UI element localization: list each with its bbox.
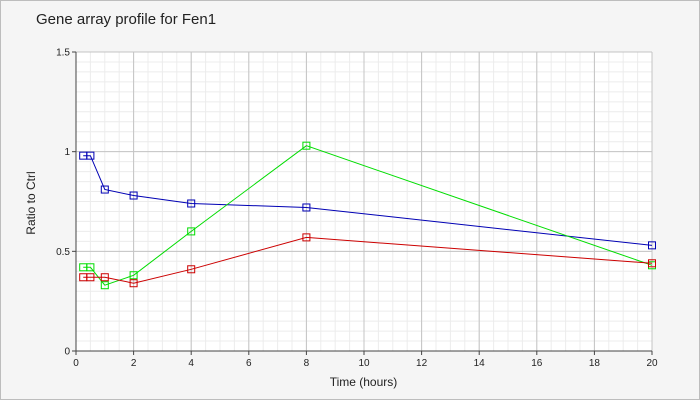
series-1-marker [100,185,109,194]
x-tick-label: 2 [131,358,137,369]
y-tick-label: 0 [64,347,70,358]
y-tick-label: 1.5 [56,48,70,59]
series-2-marker [100,281,109,290]
series-3-marker [129,279,138,288]
series-3-marker [648,259,656,268]
series-line-2 [83,145,653,286]
x-tick-label: 6 [246,358,252,369]
series-1-marker [302,203,311,212]
series-1-marker [129,191,138,200]
series-2-marker [129,271,138,280]
series-3-marker [86,273,95,282]
series-3-marker [302,233,311,242]
x-tick-label: 18 [589,358,601,369]
x-axis-label: Time (hours) [329,375,398,389]
series-2-marker [187,227,196,236]
y-tick-label: 1 [64,147,70,158]
x-tick-label: 20 [646,358,658,369]
x-axis-label-wrapper: Time (hours) [1,375,699,389]
x-tick-label: 12 [416,358,428,369]
series-3-marker [187,265,196,274]
y-axis-label: Ratio to Ctrl [24,171,38,235]
x-tick-label: 10 [358,358,370,369]
y-tick-label: 0.5 [56,247,70,258]
chart-title: Gene array profile for Fen1 [36,11,217,28]
series-2-marker [86,263,95,272]
x-tick-label: 0 [73,358,79,369]
series-1-marker [648,241,656,250]
x-tick-label: 4 [188,358,194,369]
series-line-3 [83,236,653,284]
series-line-1 [83,155,653,246]
series-1-marker [86,151,95,160]
series-3-marker [100,273,109,282]
series-2-marker [302,141,311,150]
x-tick-label: 14 [474,358,486,369]
x-tick-label: 16 [531,358,543,369]
series-1-marker [187,199,196,208]
x-tick-label: 8 [304,358,310,369]
